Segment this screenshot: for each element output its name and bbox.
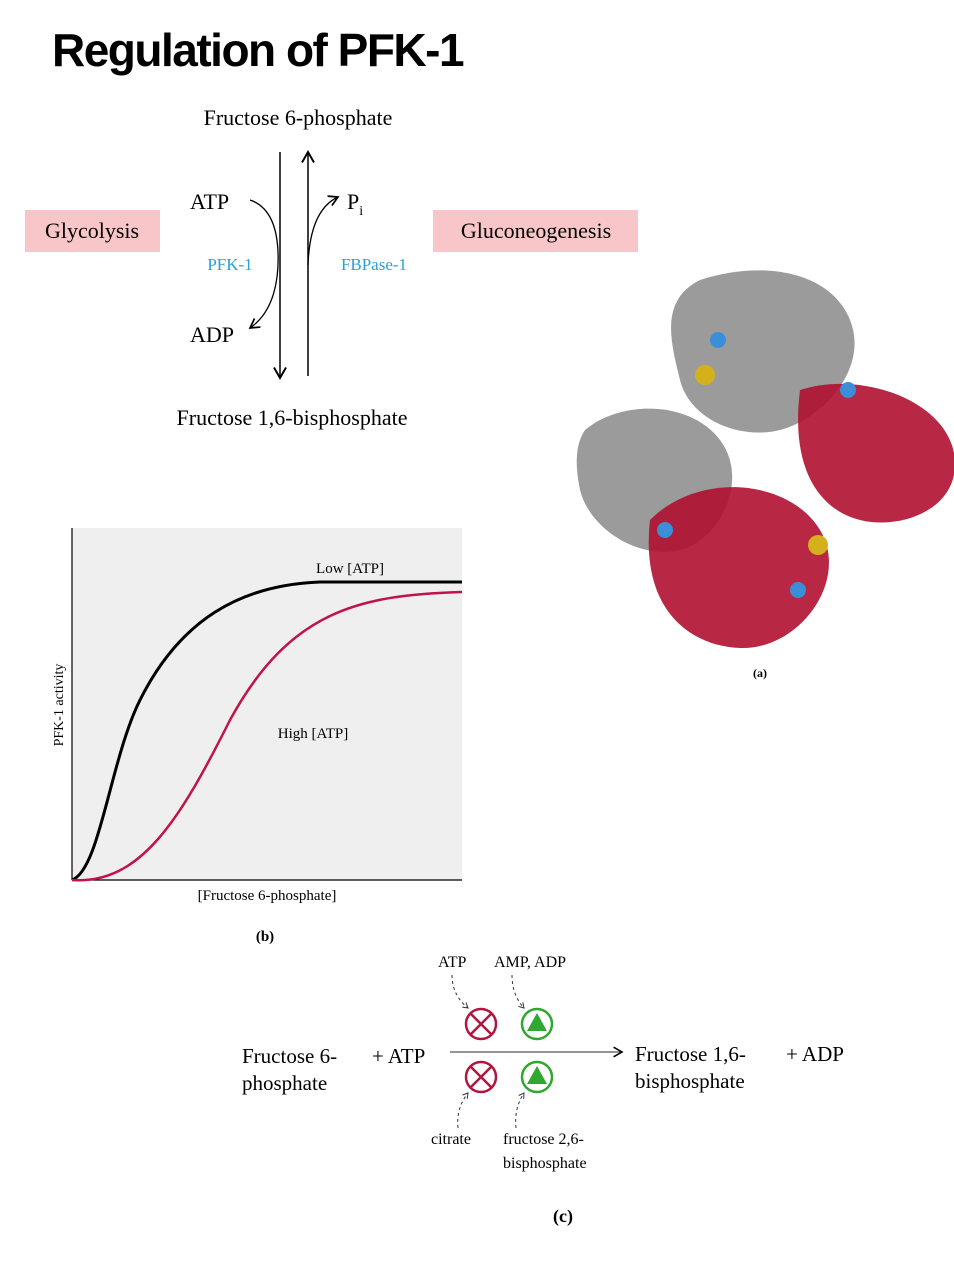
gluconeogenesis-box [433,210,638,252]
glycolysis: Glycolysis [45,218,139,243]
high-atp-curve [71,590,463,882]
activity-plot: Low [ATP] High [ATP] PFK-1 activity [Fru… [52,528,463,945]
substrate-1: Fructose 6- [242,1044,337,1068]
bottom-activator-2: bisphosphate [503,1155,587,1172]
regulation-scheme: Fructose 6- phosphate + ATP Fructose 1,6… [242,954,844,1227]
adp: ADP [190,322,234,347]
substrate-2: phosphate [242,1071,327,1095]
activator-symbols [520,1007,554,1094]
pi: Pi [347,189,363,219]
x-axis-label: [Fructose 6-phosphate] [198,888,337,904]
effector-arrows [451,974,525,1129]
bottom-metabolite: Fructose 1,6-bisphosphate [177,405,408,430]
panel-c-label: (c) [553,1206,573,1227]
pi-main: P [347,189,359,214]
pfk1: PFK-1 [207,255,252,274]
coproduct: + ADP [786,1042,844,1066]
top-activator: AMP, ADP [494,954,566,971]
top-inhibitor: ATP [438,954,467,971]
panel-a-label: (a) [753,666,767,680]
product-2: bisphosphate [635,1069,745,1093]
protein-structure [576,270,954,649]
fbpase1: FBPase-1 [341,255,407,274]
pathway: Fructose 6-phosphate Fructose 1,6-bispho… [25,105,638,430]
gluconeogenesis: Gluconeogenesis [461,218,611,243]
low-atp-label: Low [ATP] [316,561,384,577]
bottom-activator-1: fructose 2,6- [503,1131,584,1148]
bottom-inhibitor: citrate [431,1131,471,1148]
low-atp-curve [71,580,462,882]
panel-b-label: (b) [256,929,274,945]
high-atp-label: High [ATP] [278,726,348,742]
top-metabolite: Fructose 6-phosphate [204,105,393,130]
y-axis-label: PFK-1 activity [52,664,67,747]
atp: ATP [190,189,229,214]
atp-arrow [248,199,279,329]
inhibitor-symbols [464,1007,498,1094]
pi-sub: i [359,204,363,219]
glycolysis-box [25,210,160,252]
pi-arrow [307,195,340,266]
cosubstrate: + ATP [372,1044,425,1068]
title: Regulation of PFK-1 [52,24,464,76]
product-1: Fructose 1,6- [635,1042,746,1066]
